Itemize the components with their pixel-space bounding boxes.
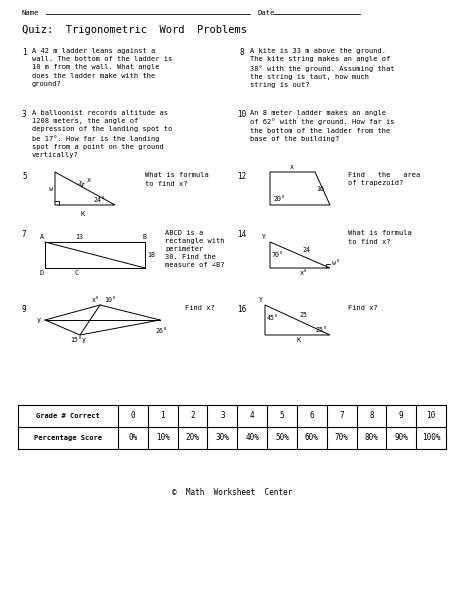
Text: 3: 3: [219, 412, 224, 421]
Text: 2: 2: [190, 412, 194, 421]
Text: K: K: [296, 337, 300, 343]
Text: 1: 1: [160, 412, 165, 421]
Text: ©  Math  Worksheet  Center: © Math Worksheet Center: [171, 488, 292, 497]
Text: 70°: 70°: [271, 252, 283, 258]
Text: A balloonist records altitude as
1208 meters, the angle of
depression of the lan: A balloonist records altitude as 1208 me…: [32, 110, 172, 158]
Text: 20°: 20°: [272, 196, 284, 202]
Text: An 8 meter ladder makes an angle
of 62° with the ground. How far is
the bottom o: An 8 meter ladder makes an angle of 62° …: [250, 110, 394, 142]
Text: Percentage Score: Percentage Score: [34, 435, 102, 441]
Text: Quiz:  Trigonometric  Word  Problems: Quiz: Trigonometric Word Problems: [22, 25, 246, 35]
Text: 14: 14: [237, 230, 246, 239]
Text: 50%: 50%: [275, 433, 288, 443]
Text: 10: 10: [237, 110, 246, 119]
Text: 10°: 10°: [104, 297, 116, 303]
Text: Find x?: Find x?: [185, 305, 214, 311]
Text: A kite is 33 m above the ground.
The kite string makes an angle of
38° with the : A kite is 33 m above the ground. The kit…: [250, 48, 394, 88]
Text: 0: 0: [130, 412, 135, 421]
Text: 5: 5: [22, 172, 26, 181]
Text: 60%: 60%: [304, 433, 318, 443]
Text: 15°: 15°: [70, 337, 82, 343]
Text: 1: 1: [22, 48, 26, 57]
Text: 40%: 40%: [245, 433, 258, 443]
Text: 26°: 26°: [155, 328, 167, 334]
Text: 80%: 80%: [364, 433, 378, 443]
Text: x: x: [87, 177, 91, 183]
Text: 30%: 30%: [215, 433, 229, 443]
Text: Date: Date: [257, 10, 275, 16]
Text: x: x: [289, 164, 294, 170]
Text: Name: Name: [22, 10, 39, 16]
Text: C: C: [75, 270, 79, 276]
Text: 45°: 45°: [266, 315, 278, 321]
Text: 4: 4: [250, 412, 254, 421]
Text: 16: 16: [237, 305, 246, 314]
Text: 7: 7: [338, 412, 343, 421]
Text: Find x?: Find x?: [347, 305, 377, 311]
Text: 0%: 0%: [128, 433, 137, 443]
Text: Find   the   area
of trapezoid?: Find the area of trapezoid?: [347, 172, 419, 187]
Text: 6: 6: [309, 412, 313, 421]
Text: 3: 3: [22, 110, 26, 119]
Text: w: w: [49, 186, 53, 192]
Text: 100%: 100%: [421, 433, 439, 443]
Text: What is formula
to find x?: What is formula to find x?: [144, 172, 208, 187]
Text: 5: 5: [279, 412, 284, 421]
Text: 9: 9: [22, 305, 26, 314]
Text: 12: 12: [237, 172, 246, 181]
Text: 24°: 24°: [93, 197, 105, 203]
Text: 70%: 70%: [334, 433, 348, 443]
Text: w°: w°: [332, 260, 339, 266]
Text: 20%: 20%: [185, 433, 199, 443]
Text: 8: 8: [369, 412, 373, 421]
Text: B: B: [143, 234, 147, 240]
Text: 74: 74: [75, 180, 85, 189]
Text: D: D: [40, 270, 44, 276]
Text: 10%: 10%: [156, 433, 169, 443]
Text: K: K: [81, 211, 85, 217]
Text: 8: 8: [239, 48, 244, 57]
Text: 10: 10: [425, 412, 435, 421]
Text: 25°: 25°: [314, 327, 326, 333]
Text: y: y: [82, 337, 86, 343]
Text: 25: 25: [298, 312, 307, 318]
Text: 7: 7: [22, 230, 26, 239]
Text: ABCD is a
rectangle with
perimeter
30. Find the
measure of ∠B?: ABCD is a rectangle with perimeter 30. F…: [165, 230, 224, 268]
Text: 90%: 90%: [394, 433, 407, 443]
Text: 13: 13: [75, 234, 83, 240]
Text: Grade # Correct: Grade # Correct: [36, 413, 100, 419]
Text: 24: 24: [301, 247, 309, 253]
Text: x°: x°: [300, 270, 307, 276]
Text: 9: 9: [398, 412, 403, 421]
Text: 16: 16: [315, 186, 323, 192]
Text: y: y: [37, 317, 41, 323]
Text: Y: Y: [262, 234, 265, 240]
Text: x°: x°: [92, 297, 100, 303]
Text: 18: 18: [147, 252, 155, 258]
Text: Y: Y: [258, 297, 263, 303]
Text: A: A: [40, 234, 44, 240]
Text: What is formula
to find x?: What is formula to find x?: [347, 230, 411, 245]
Text: A 42 m ladder leans against a
wall. The bottom of the ladder is
10 m from the wa: A 42 m ladder leans against a wall. The …: [32, 48, 172, 87]
